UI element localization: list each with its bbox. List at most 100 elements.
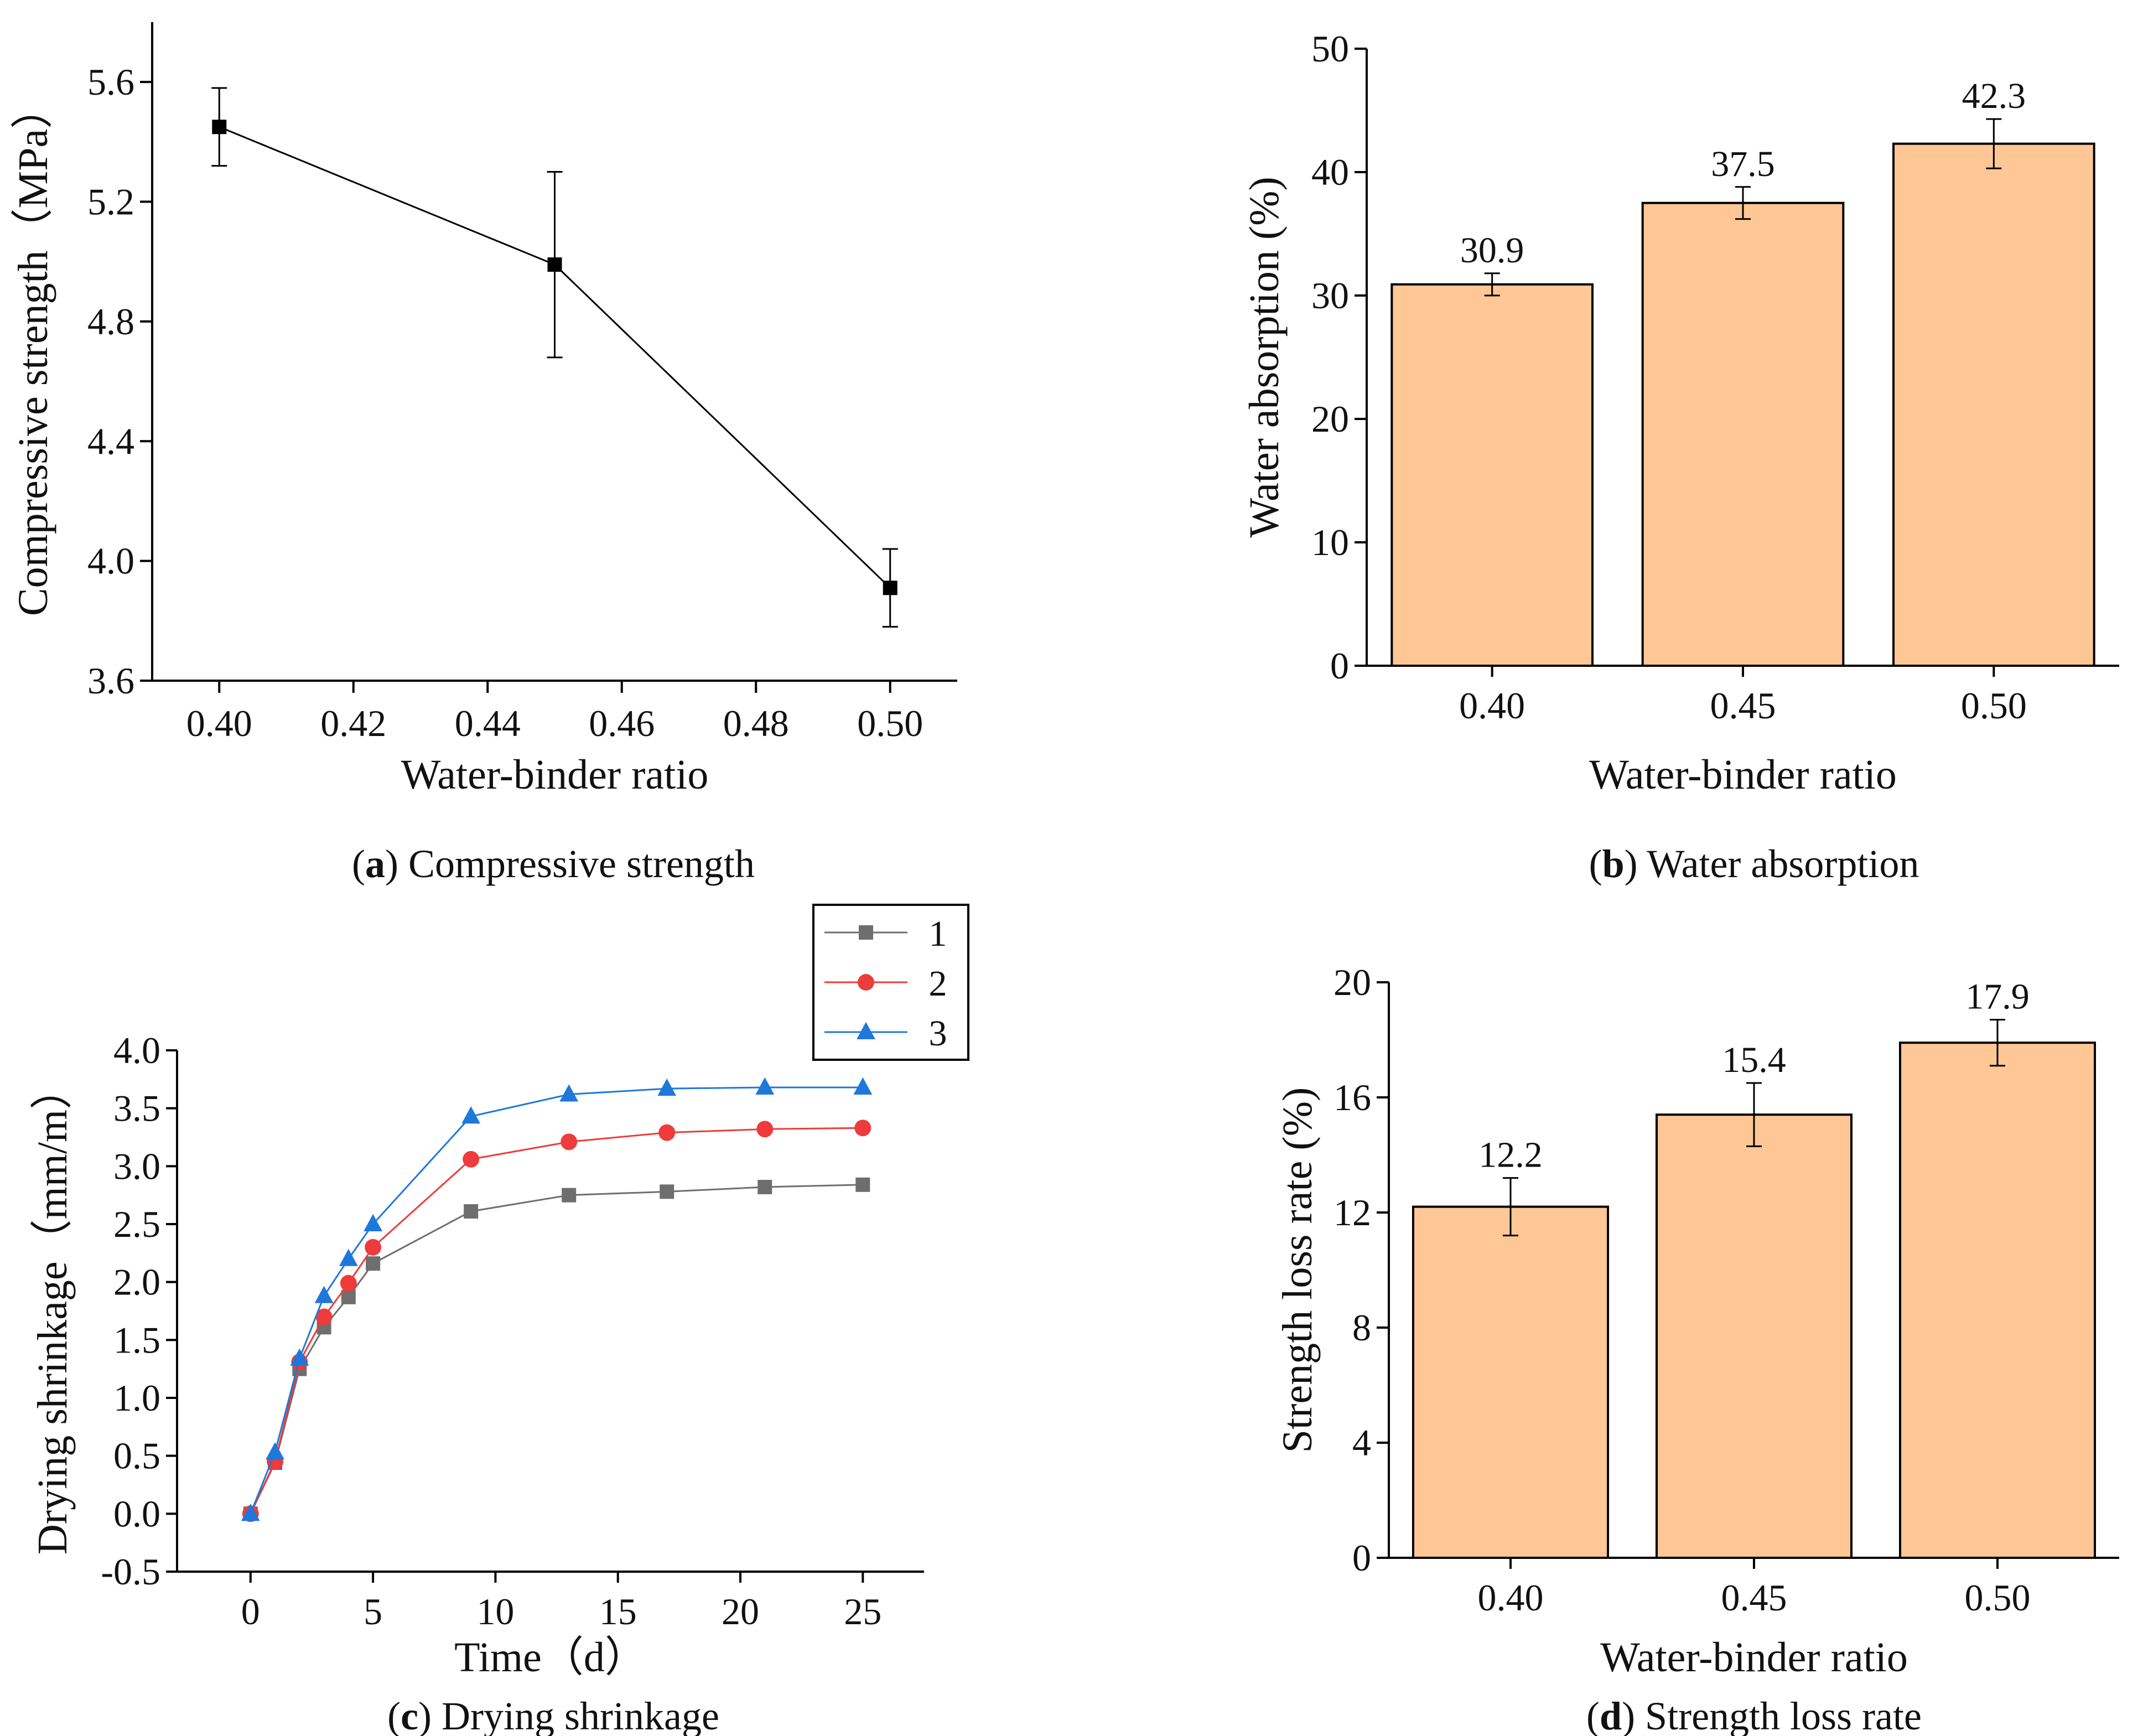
caption-paren-open-b: (	[1589, 842, 1602, 886]
y-axis-title-d: Strength loss rate (%)	[1274, 1087, 1321, 1453]
caption-paren-close-b: )	[1625, 842, 1638, 886]
bar-b-0	[1390, 283, 1594, 667]
y-tick-label-b-5: 50	[1311, 28, 1349, 70]
x-tick-label-d-0: 0.40	[1478, 1577, 1544, 1619]
x-tick-label-c-5: 25	[844, 1590, 881, 1633]
y-tick-label-c-7: 3.0	[113, 1145, 160, 1187]
panel-c-drying-shrinkage: -0.5 0.0 0.5 1.0 1.5 2.0 2.5 3.0 3.5 4.0 0 5 10 15 20 2…	[29, 904, 969, 1736]
x-axis-title-b: Water-binder ratio	[1589, 752, 1897, 798]
data-point-c-1-6	[464, 1204, 479, 1219]
legend-c: 1 2 3	[812, 904, 969, 1061]
x-tick-label-c-3: 15	[599, 1590, 637, 1633]
y-axis-title-c: Drying shrinkage（mm/m）	[29, 1067, 76, 1554]
y-tick-label-a-1: 4.0	[87, 540, 134, 582]
caption-letter-a: a	[365, 842, 385, 886]
panel-d-strength-loss-rate: 0 4 8 12 16 20 12.2 0.40 15.4 0.45 17.9 0.50 Water-b…	[1274, 961, 2119, 1736]
x-tick-label-c-2: 10	[476, 1590, 514, 1633]
caption-text-b: Water absorption	[1638, 842, 1919, 886]
x-tick-label-b-1: 0.45	[1710, 685, 1776, 727]
data-point-c-2-10	[854, 1120, 871, 1137]
legend-marker-c-3	[857, 1022, 875, 1039]
x-tick-label-a-2: 0.44	[455, 702, 521, 744]
y-tick-label-b-2: 20	[1311, 398, 1349, 440]
x-tick-label-b-2: 0.50	[1961, 685, 2027, 727]
y-tick-label-c-9: 4.0	[113, 1029, 160, 1071]
data-point-a-0	[212, 120, 227, 134]
legend-label-c-3: 3	[929, 1013, 947, 1054]
x-axis-title-a: Water-binder ratio	[401, 752, 709, 798]
caption-letter-d: d	[1600, 1694, 1622, 1736]
caption-text-a: Compressive strength	[398, 842, 755, 886]
y-tick-label-a-3: 4.8	[87, 300, 134, 343]
caption-a: (a) Compressive strength	[352, 842, 755, 886]
caption-paren-close-d: )	[1622, 1694, 1635, 1736]
data-point-c-2-6	[463, 1151, 480, 1168]
data-point-c-1-5	[366, 1256, 381, 1271]
y-tick-label-c-0: -0.5	[101, 1551, 160, 1593]
data-point-c-1-10	[855, 1177, 870, 1192]
y-tick-label-d-0: 0	[1352, 1537, 1371, 1579]
data-label-d-0: 12.2	[1478, 1135, 1543, 1175]
x-tick-label-a-5: 0.50	[857, 702, 923, 744]
bar-d-0	[1412, 1205, 1609, 1559]
data-point-c-2-8	[658, 1124, 676, 1141]
y-tick-label-d-4: 16	[1333, 1076, 1371, 1118]
y-tick-label-c-3: 1.0	[113, 1377, 160, 1419]
caption-paren-open-d: (	[1586, 1694, 1600, 1736]
y-tick-label-a-4: 5.2	[87, 181, 134, 223]
y-tick-label-c-5: 2.0	[113, 1261, 160, 1303]
y-tick-label-b-4: 40	[1311, 151, 1349, 193]
data-point-c-3-10	[853, 1077, 873, 1095]
data-point-c-3-3	[314, 1286, 334, 1303]
data-point-c-3-9	[755, 1077, 775, 1095]
x-tick-label-c-4: 20	[722, 1590, 759, 1633]
legend-marker-c-1	[859, 925, 873, 940]
caption-paren-open-a: (	[352, 842, 365, 886]
data-point-a-2	[883, 581, 897, 595]
x-tick-label-a-0: 0.40	[186, 702, 252, 744]
data-point-c-3-6	[461, 1106, 481, 1124]
bar-b-2	[1892, 142, 2095, 667]
y-tick-label-a-0: 3.6	[87, 660, 134, 702]
x-tick-label-d-2: 0.50	[1965, 1577, 2031, 1619]
caption-c: (c) Drying shrinkage	[387, 1694, 719, 1736]
caption-text-d: Strength loss rate	[1635, 1694, 1922, 1736]
data-label-b-1: 37.5	[1711, 144, 1775, 184]
data-point-c-2-3	[315, 1308, 333, 1325]
y-axis-title-b: Water absorption (%)	[1241, 177, 1288, 537]
data-point-c-2-5	[365, 1238, 382, 1256]
panel-a-compressive-strength: 3.6 4.0 4.4 4.8 5.2 5.6 0.40 0.42 0.44 0.46 0.48 0.…	[10, 22, 957, 886]
data-point-c-3-1	[266, 1442, 284, 1460]
data-point-c-1-4	[341, 1289, 356, 1304]
data-point-c-1-7	[562, 1188, 577, 1203]
y-tick-label-d-2: 8	[1352, 1307, 1371, 1349]
x-tick-label-c-1: 5	[364, 1590, 382, 1633]
data-label-d-2: 17.9	[1965, 977, 2030, 1017]
caption-paren-close-a: )	[385, 842, 398, 886]
x-tick-label-a-4: 0.48	[723, 702, 789, 744]
data-point-c-2-7	[561, 1133, 578, 1151]
y-tick-label-c-2: 0.5	[113, 1435, 160, 1477]
legend-label-c-1: 1	[929, 914, 947, 954]
y-tick-label-c-6: 2.5	[113, 1203, 160, 1245]
data-point-c-3-4	[339, 1248, 358, 1266]
legend-marker-c-2	[858, 974, 874, 991]
series-line-c-1	[250, 1184, 863, 1514]
bar-d-1	[1656, 1113, 1853, 1559]
y-tick-label-a-5: 5.6	[87, 61, 134, 103]
y-tick-label-d-1: 4	[1352, 1422, 1371, 1464]
data-point-a-1	[547, 257, 562, 272]
data-label-b-0: 30.9	[1460, 230, 1524, 271]
data-point-c-1-8	[660, 1184, 674, 1199]
bar-b-1	[1641, 201, 1845, 667]
x-axis-title-d: Water-binder ratio	[1600, 1634, 1908, 1681]
caption-paren-close-c: )	[418, 1694, 432, 1736]
data-point-c-3-0	[241, 1504, 260, 1521]
panel-b-water-absorption: 0 10 20 30 40 50 30.9 0.40 37.5 0.45 42.3 0.50 Water…	[1241, 28, 2119, 886]
y-tick-label-d-3: 12	[1333, 1191, 1371, 1234]
y-tick-label-c-8: 3.5	[113, 1087, 160, 1129]
data-label-d-1: 15.4	[1722, 1040, 1786, 1080]
x-tick-label-d-1: 0.45	[1721, 1577, 1787, 1619]
x-tick-label-c-0: 0	[241, 1590, 260, 1633]
